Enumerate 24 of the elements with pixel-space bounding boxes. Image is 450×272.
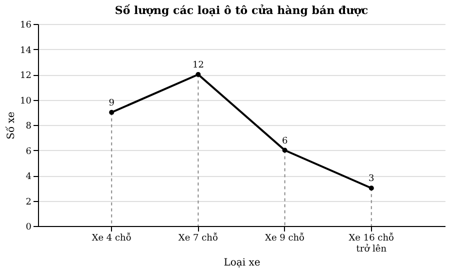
y-tick-label: 16 bbox=[20, 20, 32, 30]
chart-title: Số lượng các loại ô tô cửa hàng bán được bbox=[114, 4, 368, 17]
y-axis-title: Số xe bbox=[5, 112, 18, 140]
point bbox=[282, 148, 288, 153]
y-tick-label: 6 bbox=[26, 146, 32, 157]
data-label: 3 bbox=[368, 174, 375, 184]
x-tick-label: Xe 4 chỗ bbox=[92, 232, 132, 244]
data-label: 12 bbox=[192, 60, 204, 70]
data-label: 6 bbox=[282, 136, 288, 146]
y-tick-label: 4 bbox=[26, 172, 32, 182]
x-tick-label: Xe 9 chỗ bbox=[265, 232, 305, 244]
y-tick-label: 10 bbox=[20, 96, 32, 106]
point bbox=[368, 186, 374, 191]
x-tick-label: Xe 7 chỗ bbox=[178, 232, 218, 244]
point bbox=[196, 72, 201, 77]
y-tick-label: 12 bbox=[20, 71, 32, 81]
y-tick-label: 2 bbox=[26, 197, 32, 208]
point bbox=[109, 110, 114, 115]
y-tick-label: 8 bbox=[26, 122, 32, 132]
y-tick-label: 14 bbox=[20, 46, 32, 56]
data-label: 9 bbox=[108, 98, 115, 108]
x-axis-title: Loại xe bbox=[224, 258, 260, 268]
y-tick-label: 0 bbox=[26, 222, 32, 232]
x-tick-label: Xe 16 chỗ trở lên bbox=[348, 232, 394, 254]
